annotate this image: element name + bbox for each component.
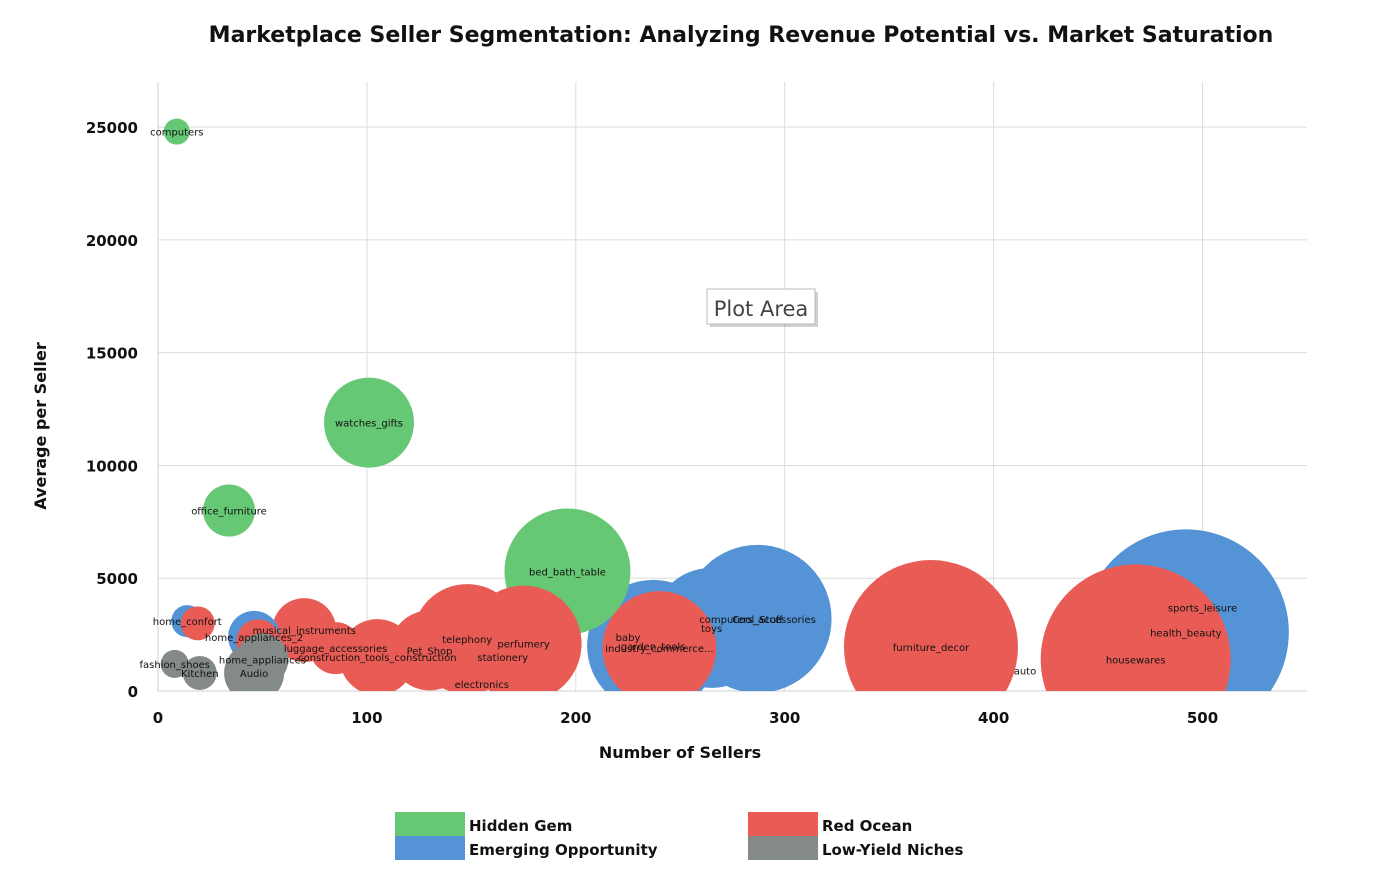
legend-label: Emerging Opportunity [469,841,658,859]
bubble-label: computers_accessories [699,615,816,626]
bubble-label: furniture_decor [893,643,970,654]
legend-label: Hidden Gem [469,817,572,835]
bubble-point [180,606,215,641]
bubble-label: bed_bath_table [529,567,606,578]
y-tick-label: 10000 [86,457,138,475]
bubble-label: electronics [455,680,509,691]
legend-label: Low-Yield Niches [822,841,963,859]
bubble-label: luggage_accessories [284,644,388,655]
y-tick-label: 0 [128,683,138,701]
bubble-label: stationery [477,653,528,664]
y-tick-label: 20000 [86,232,138,250]
bubble-label: housewares [1106,655,1166,666]
x-tick-label: 500 [1187,709,1218,727]
x-tick-label: 300 [769,709,800,727]
legend-label: Red Ocean [822,817,912,835]
bubble-point [602,591,717,691]
bubble-label: construction_tools_construction [298,653,457,664]
legend: Hidden Gem Red Ocean Emerging Opportunity L… [395,812,963,860]
bubble-label: Audio [240,669,268,680]
bubble-label: telephony [442,635,492,646]
bubble-label: home_appliances_2 [205,633,303,644]
bubble-label: home_appliances [219,655,306,666]
bubble-point [203,484,256,537]
bubble-label: Kitchen [181,669,219,680]
legend-swatch [395,836,465,860]
bubble-label: fashion_shoes [139,660,209,671]
bubble-label: musical_instruments [252,626,356,637]
bubble-label: Pet_Shop [407,646,453,657]
bubble-label: health_beauty [1150,628,1222,639]
y-tick-label: 25000 [86,119,138,137]
x-tick-label: 100 [351,709,382,727]
bubble-point [182,655,217,690]
bubble-point [309,622,362,675]
bubble-label: auto [1014,667,1037,678]
svg-text:Plot Area: Plot Area [714,297,809,321]
x-tick-label: 0 [153,709,163,727]
bubbles [160,118,1289,691]
bubble-label: Cool_Stuff [732,615,784,626]
bubble-label: baby [616,633,641,644]
legend-swatch [395,812,465,836]
bubble-label: perfumery [497,640,549,651]
bubble-point [224,642,285,691]
x-axis-title: Number of Sellers [599,743,761,762]
y-axis-title: Average per Seller [31,342,50,510]
y-tick-label: 15000 [86,345,138,363]
bubble-label: toys [701,624,722,635]
bubble-label: home_confort [153,617,222,628]
y-tick-label: 5000 [96,570,138,588]
x-tick-label: 400 [978,709,1009,727]
bubble-label: garden_tools [621,642,685,653]
bubble-point [163,118,190,145]
x-tick-label: 200 [560,709,591,727]
bubble-label: watches_gifts [335,419,403,430]
bubble-point [160,649,189,678]
chart-title: Marketplace Seller Segmentation: Analyzi… [209,23,1274,48]
axes: 0 5000 10000 15000 20000 25000 0 100 200 300 400 50… [86,82,1307,727]
legend-swatch [748,836,818,860]
legend-swatch [748,812,818,836]
bubble-label: sports_leisure [1168,604,1237,615]
bubble-label: industry_commerce... [605,644,713,655]
bubble-point [323,377,414,468]
bubble-label: computers [150,128,203,139]
bubble-label: office_furniture [191,507,267,518]
bubble-point [843,560,1018,691]
plot-area-tooltip: Plot Area [706,288,818,327]
bubble-point [1040,564,1231,691]
bubble-labels: health_beauty sports_leisure housewares aut… [139,128,1237,692]
